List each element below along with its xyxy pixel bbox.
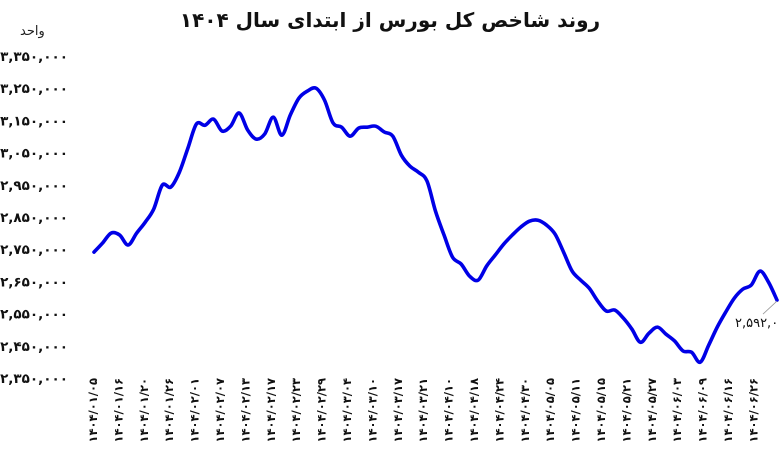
x-axis: ۱۴۰۴/۰۱/۰۵ ۱۴۰۴/۰۱/۱۶ ۱۴۰۴/۰۱/۲۰ ۱۴۰۴/۰۱/۲۶… bbox=[86, 378, 760, 443]
x-tick-label: ۱۴۰۴/۰۶/۰۹ bbox=[696, 378, 710, 443]
x-tick-label: ۱۴۰۴/۰۶/۰۳ bbox=[670, 378, 684, 443]
annotation-leader-line bbox=[762, 300, 778, 315]
x-tick-label: ۱۴۰۴/۰۶/۲۶ bbox=[746, 378, 760, 443]
x-tick-label: ۱۴۰۴/۰۴/۲۴ bbox=[492, 378, 506, 443]
x-tick-label: ۱۴۰۴/۰۲/۱۷ bbox=[264, 378, 278, 443]
y-tick-label: ۲,۳۵۰,۰۰۰ bbox=[0, 371, 68, 387]
x-tick-label: ۱۴۰۴/۰۲/۲۹ bbox=[315, 378, 329, 443]
y-axis: ۳,۳۵۰,۰۰۰ ۳,۲۵۰,۰۰۰ ۳,۱۵۰,۰۰۰ ۳,۰۵۰,۰۰۰ ۲,۹۵… bbox=[0, 49, 68, 387]
x-tick-label: ۱۴۰۴/۰۳/۲۱ bbox=[416, 378, 430, 443]
x-tick-label: ۱۴۰۴/۰۵/۱۵ bbox=[594, 378, 608, 443]
y-tick-label: ۲,۸۵۰,۰۰۰ bbox=[0, 210, 68, 226]
last-value-annotation: ۲,۵۹۲,۰۰۰ bbox=[735, 316, 780, 331]
chart-title: روند شاخص کل بورس از ابتدای سال ۱۴۰۴ bbox=[179, 8, 601, 32]
y-tick-label: ۲,۶۵۰,۰۰۰ bbox=[0, 274, 68, 290]
x-tick-label: ۱۴۰۴/۰۲/۲۳ bbox=[289, 378, 303, 443]
x-tick-label: ۱۴۰۴/۰۵/۲۷ bbox=[645, 378, 659, 443]
x-tick-label: ۱۴۰۴/۰۱/۱۶ bbox=[111, 378, 125, 443]
y-tick-label: ۲,۷۵۰,۰۰۰ bbox=[0, 242, 68, 258]
x-tick-label: ۱۴۰۴/۰۶/۱۶ bbox=[721, 378, 735, 443]
x-tick-label: ۱۴۰۴/۰۴/۱۸ bbox=[467, 378, 481, 443]
x-tick-label: ۱۴۰۴/۰۵/۲۱ bbox=[619, 378, 633, 443]
y-tick-label: ۳,۲۵۰,۰۰۰ bbox=[0, 81, 68, 97]
y-tick-label: ۲,۹۵۰,۰۰۰ bbox=[0, 178, 68, 194]
y-tick-label: ۳,۱۵۰,۰۰۰ bbox=[0, 113, 68, 129]
x-tick-label: ۱۴۰۴/۰۲/۰۷ bbox=[213, 378, 227, 443]
x-tick-label: ۱۴۰۴/۰۵/۱۱ bbox=[569, 378, 583, 443]
series-line bbox=[92, 85, 779, 365]
x-tick-label: ۱۴۰۴/۰۳/۱۰ bbox=[365, 378, 379, 443]
x-tick-label: ۱۴۰۴/۰۴/۱۰ bbox=[442, 378, 456, 443]
x-tick-label: ۱۴۰۴/۰۴/۳۰ bbox=[518, 378, 532, 443]
x-tick-label: ۱۴۰۴/۰۱/۲۰ bbox=[137, 378, 151, 443]
y-tick-label: ۲,۴۵۰,۰۰۰ bbox=[0, 339, 68, 355]
x-tick-label: ۱۴۰۴/۰۱/۲۶ bbox=[162, 378, 176, 443]
y-tick-label: ۲,۵۵۰,۰۰۰ bbox=[0, 307, 68, 323]
x-tick-label: ۱۴۰۴/۰۳/۱۷ bbox=[391, 378, 405, 443]
x-tick-label: ۱۴۰۴/۰۱/۰۵ bbox=[86, 378, 100, 443]
x-tick-label: ۱۴۰۴/۰۳/۰۴ bbox=[340, 378, 354, 443]
y-tick-label: ۳,۰۵۰,۰۰۰ bbox=[0, 146, 68, 162]
x-tick-label: ۱۴۰۴/۰۲/۰۱ bbox=[188, 378, 202, 443]
x-tick-label: ۱۴۰۴/۰۲/۱۳ bbox=[238, 378, 252, 443]
x-tick-label: ۱۴۰۴/۰۵/۰۵ bbox=[543, 378, 557, 443]
plot-area: ۲,۵۹۲,۰۰۰ bbox=[92, 85, 780, 365]
y-tick-label: ۳,۳۵۰,۰۰۰ bbox=[0, 49, 68, 65]
y-axis-unit-label: واحد bbox=[20, 24, 45, 39]
